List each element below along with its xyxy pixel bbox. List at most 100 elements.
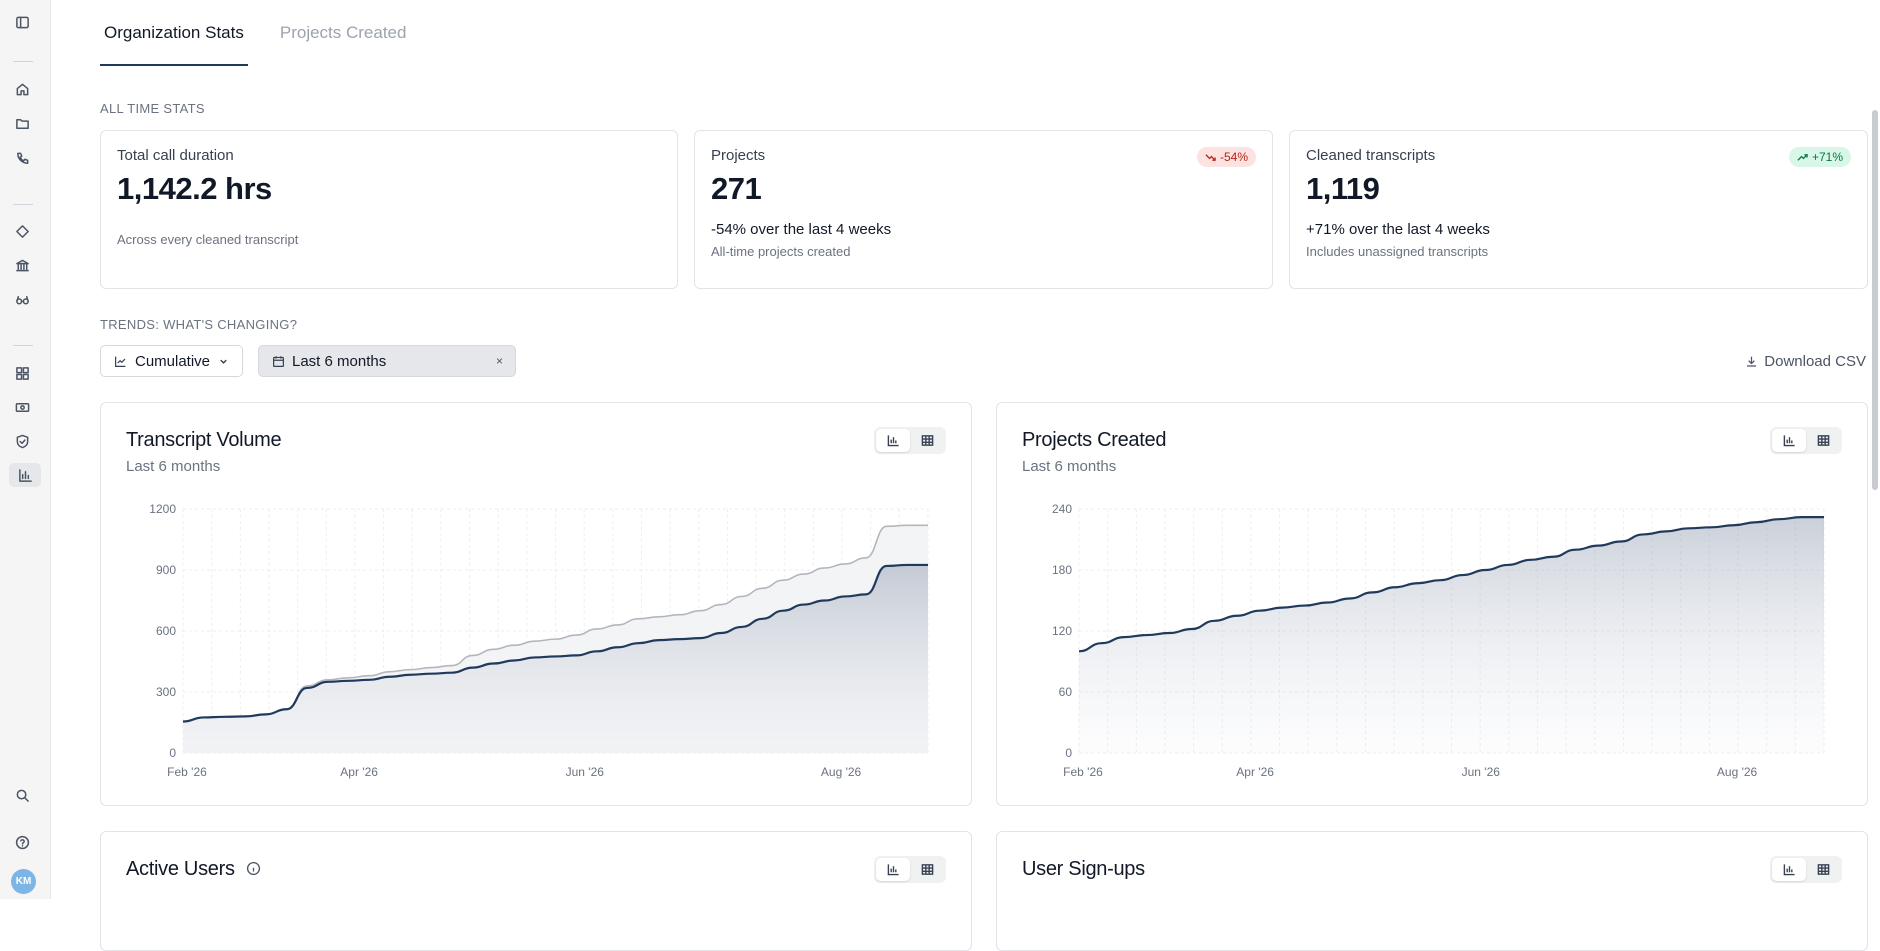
- scrollbar-thumb[interactable]: [1872, 110, 1878, 490]
- table-icon: [1817, 435, 1829, 446]
- status-badge: +71%: [1788, 147, 1851, 167]
- scrollbar[interactable]: [1870, 100, 1880, 880]
- table-icon: [921, 435, 933, 446]
- chart-view-toggle: [874, 427, 946, 454]
- trend-down-icon: [1205, 153, 1216, 161]
- cumulative-label: Cumulative: [135, 352, 211, 370]
- download-label: Download CSV: [1764, 352, 1866, 370]
- date-range-label: Last 6 months: [292, 352, 387, 370]
- table-view-button[interactable]: [1806, 429, 1840, 452]
- chevron-down-icon: [220, 359, 227, 364]
- stat-change: +71% over the last 4 weeks: [1306, 221, 1490, 238]
- phone-icon[interactable]: [10, 146, 34, 170]
- stat-sub: Includes unassigned transcripts: [1306, 244, 1489, 259]
- status-badge: -54%: [1196, 147, 1256, 167]
- bank-icon[interactable]: [10, 253, 34, 277]
- diamond-icon[interactable]: [10, 219, 34, 243]
- bar-chart-icon: [1783, 864, 1795, 876]
- transcript-volume-card: Transcript Volume Last 6 months 0 300 600 9…: [100, 402, 972, 806]
- sidebar-divider: [13, 204, 33, 205]
- x-tick-label: Jun '26: [566, 765, 605, 779]
- chart-view-toggle: [1770, 856, 1842, 883]
- table-view-button[interactable]: [1806, 858, 1840, 881]
- y-tick-label: 300: [156, 685, 176, 699]
- download-csv-button[interactable]: Download CSV: [1745, 345, 1866, 377]
- bar-chart-icon: [887, 864, 899, 876]
- shield-icon[interactable]: [10, 429, 34, 453]
- series-line: [182, 563, 928, 723]
- y-tick-label: 900: [156, 563, 176, 577]
- stat-card-cleaned-transcripts: +71% Cleaned transcripts 1,119 +71% over…: [1289, 130, 1868, 289]
- date-range-picker[interactable]: Last 6 months ×: [258, 345, 516, 377]
- badge-label: -54%: [1219, 150, 1248, 164]
- calendar-icon: [273, 355, 284, 367]
- glasses-icon[interactable]: [10, 287, 34, 311]
- series-line: [1078, 516, 1824, 653]
- search-icon[interactable]: [10, 783, 34, 807]
- download-icon: [1747, 356, 1757, 367]
- chart-title: Transcript Volume: [126, 429, 282, 451]
- stat-title: Total call duration: [117, 147, 234, 164]
- x-tick-label: Feb '26: [167, 765, 207, 779]
- folder-icon[interactable]: [10, 111, 34, 135]
- badge-label: +71%: [1811, 150, 1843, 164]
- clear-range-button[interactable]: ×: [495, 354, 503, 368]
- cumulative-dropdown[interactable]: Cumulative: [100, 345, 243, 377]
- money-icon[interactable]: [10, 395, 34, 419]
- active-users-card: Active Users: [100, 831, 972, 951]
- sidebar-divider: [13, 345, 33, 346]
- stat-value: 1,142.2 hrs: [117, 171, 272, 206]
- info-icon[interactable]: [246, 861, 261, 876]
- series-area: [183, 564, 928, 753]
- chart-view-button[interactable]: [876, 858, 910, 881]
- stat-card-call-duration: Total call duration 1,142.2 hrs Across e…: [100, 130, 678, 289]
- table-view-button[interactable]: [910, 429, 944, 452]
- x-tick-label: Apr '26: [340, 765, 378, 779]
- y-tick-label: 600: [156, 624, 176, 638]
- chart-view-toggle: [1770, 427, 1842, 454]
- chart-title: Active Users: [126, 858, 261, 881]
- tab-organization-stats[interactable]: Organization Stats: [100, 0, 248, 66]
- stat-sub: All-time projects created: [711, 244, 851, 259]
- sidebar-toggle-icon[interactable]: [10, 10, 34, 34]
- chart-title: Projects Created: [1022, 429, 1167, 451]
- tab-projects-created[interactable]: Projects Created: [279, 23, 407, 42]
- line-chart-icon: [115, 356, 126, 367]
- projects-created-card: Projects Created Last 6 months 0 60 120 180…: [996, 402, 1868, 806]
- x-tick-label: Apr '26: [1236, 765, 1274, 779]
- projects-created-chart: 0 60 120 180 240 Feb '26 Apr '26 Jun '26 Aug '26: [1052, 502, 1825, 779]
- x-tick-label: Jun '26: [1462, 765, 1501, 779]
- stat-value: 271: [711, 171, 762, 206]
- y-tick-label: 180: [1052, 563, 1072, 577]
- series-line: [182, 524, 928, 723]
- y-tick-label: 0: [169, 746, 176, 760]
- transcript-volume-chart: 0 300 600 900 1200 Feb '26 Apr '26 Jun '26 Aug '…: [149, 502, 929, 779]
- chart-view-button[interactable]: [1772, 429, 1806, 452]
- chart-subtitle: Last 6 months: [126, 458, 221, 475]
- home-icon[interactable]: [10, 77, 34, 101]
- table-icon: [921, 864, 933, 875]
- avatar[interactable]: KM: [11, 869, 36, 894]
- x-tick-label: Feb '26: [1063, 765, 1103, 779]
- x-tick-label: Aug '26: [1717, 765, 1758, 779]
- tab-bar: Organization Stats Projects Created: [100, 0, 438, 66]
- y-tick-label: 1200: [149, 502, 176, 516]
- user-signups-card: User Sign-ups: [996, 831, 1868, 951]
- y-tick-label: 0: [1065, 746, 1072, 760]
- chart-title: User Sign-ups: [1022, 858, 1145, 880]
- chart-subtitle: Last 6 months: [1022, 458, 1117, 475]
- table-view-button[interactable]: [910, 858, 944, 881]
- table-icon: [1817, 864, 1829, 875]
- trends-label: TRENDS: WHAT'S CHANGING?: [100, 317, 298, 332]
- series-area: [1079, 517, 1824, 753]
- grid-icon[interactable]: [10, 361, 34, 385]
- help-icon[interactable]: [10, 830, 34, 854]
- all-time-stats-label: ALL TIME STATS: [100, 101, 205, 116]
- trend-up-icon: [1797, 153, 1808, 161]
- chart-view-button[interactable]: [1772, 858, 1806, 881]
- stat-card-projects: -54% Projects 271 -54% over the last 4 w…: [694, 130, 1273, 289]
- chart-view-button[interactable]: [876, 429, 910, 452]
- y-tick-label: 240: [1052, 502, 1072, 516]
- bar-chart-icon[interactable]: [9, 463, 41, 487]
- x-tick-label: Aug '26: [821, 765, 862, 779]
